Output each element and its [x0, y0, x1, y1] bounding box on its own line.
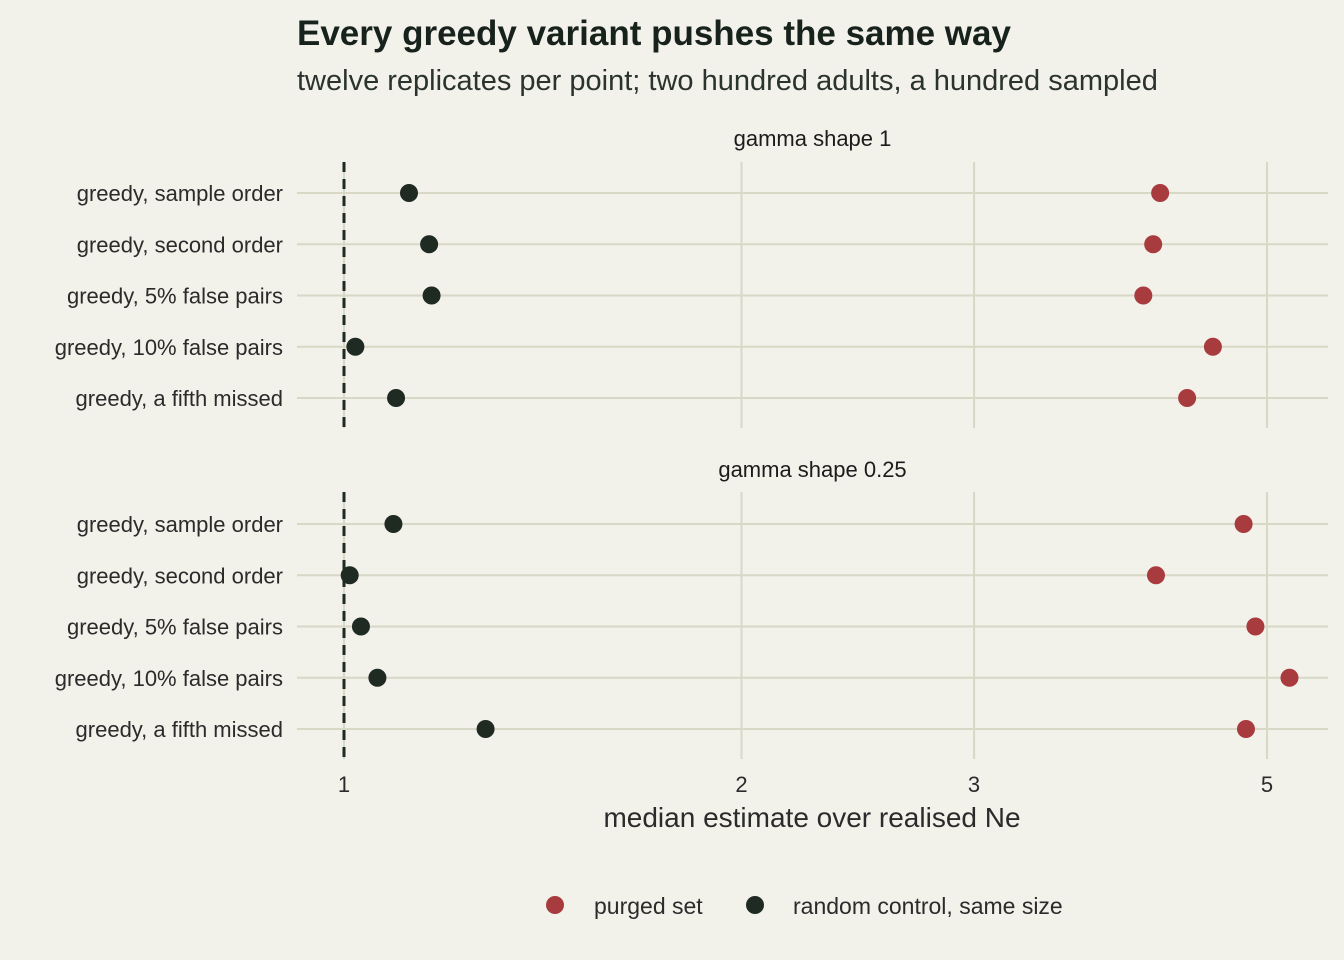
point-random-control	[420, 235, 439, 254]
legend-key	[746, 896, 764, 914]
y-tick-label: greedy, second order	[77, 563, 283, 588]
point-purged-set	[1234, 515, 1253, 533]
x-tick-label: 5	[1261, 772, 1273, 797]
point-random-control	[346, 337, 365, 356]
facet-panel: gamma shape 0.25 greedy, sample order gree…	[55, 457, 1328, 759]
point-random-control	[384, 515, 403, 533]
point-purged-set	[1151, 184, 1170, 202]
point-purged-set	[1144, 235, 1163, 254]
legend-key	[546, 896, 564, 914]
y-tick-label: greedy, a fifth missed	[76, 717, 283, 742]
point-purged-set	[1203, 337, 1222, 356]
legend-item: random control, same size	[746, 893, 1063, 919]
point-random-control	[351, 617, 370, 636]
x-tick-label: 2	[735, 772, 747, 797]
facet-strip-label: gamma shape 1	[734, 126, 892, 151]
point-purged-set	[1146, 566, 1165, 585]
point-purged-set	[1236, 720, 1255, 738]
point-random-control	[368, 668, 387, 687]
y-tick-label: greedy, 10% false pairs	[55, 335, 283, 360]
x-tick-label: 3	[968, 772, 980, 797]
y-tick-label: greedy, 5% false pairs	[67, 284, 283, 309]
point-purged-set	[1134, 286, 1153, 305]
legend: purged set random control, same size	[546, 893, 1063, 919]
point-random-control	[340, 566, 359, 585]
point-purged-set	[1280, 668, 1299, 687]
point-random-control	[422, 286, 441, 305]
chart-title: Every greedy variant pushes the same way	[297, 14, 1011, 53]
legend-item: purged set	[546, 893, 703, 919]
x-axis-label: median estimate over realised Ne	[603, 802, 1020, 833]
y-tick-label: greedy, a fifth missed	[76, 386, 283, 411]
point-random-control	[476, 720, 495, 738]
point-purged-set	[1178, 389, 1197, 407]
facet-panel: gamma shape 1 greedy, sample order greedy,…	[55, 126, 1328, 428]
x-tick-label: 1	[338, 772, 350, 797]
y-tick-label: greedy, sample order	[77, 512, 283, 537]
y-tick-label: greedy, second order	[77, 232, 283, 257]
y-tick-label: greedy, 5% false pairs	[67, 615, 283, 640]
facet-strip-label: gamma shape 0.25	[718, 457, 906, 482]
chart-subtitle: twelve replicates per point; two hundred…	[297, 65, 1158, 97]
facet-panels: gamma shape 1 greedy, sample order greedy,…	[55, 126, 1328, 759]
x-axis: 1 2 3 5	[338, 772, 1273, 797]
y-tick-label: greedy, sample order	[77, 181, 283, 206]
point-purged-set	[1246, 617, 1265, 636]
point-random-control	[399, 184, 418, 202]
y-tick-label: greedy, 10% false pairs	[55, 666, 283, 691]
legend-label: random control, same size	[793, 893, 1063, 919]
point-random-control	[387, 389, 406, 407]
legend-label: purged set	[594, 893, 703, 919]
